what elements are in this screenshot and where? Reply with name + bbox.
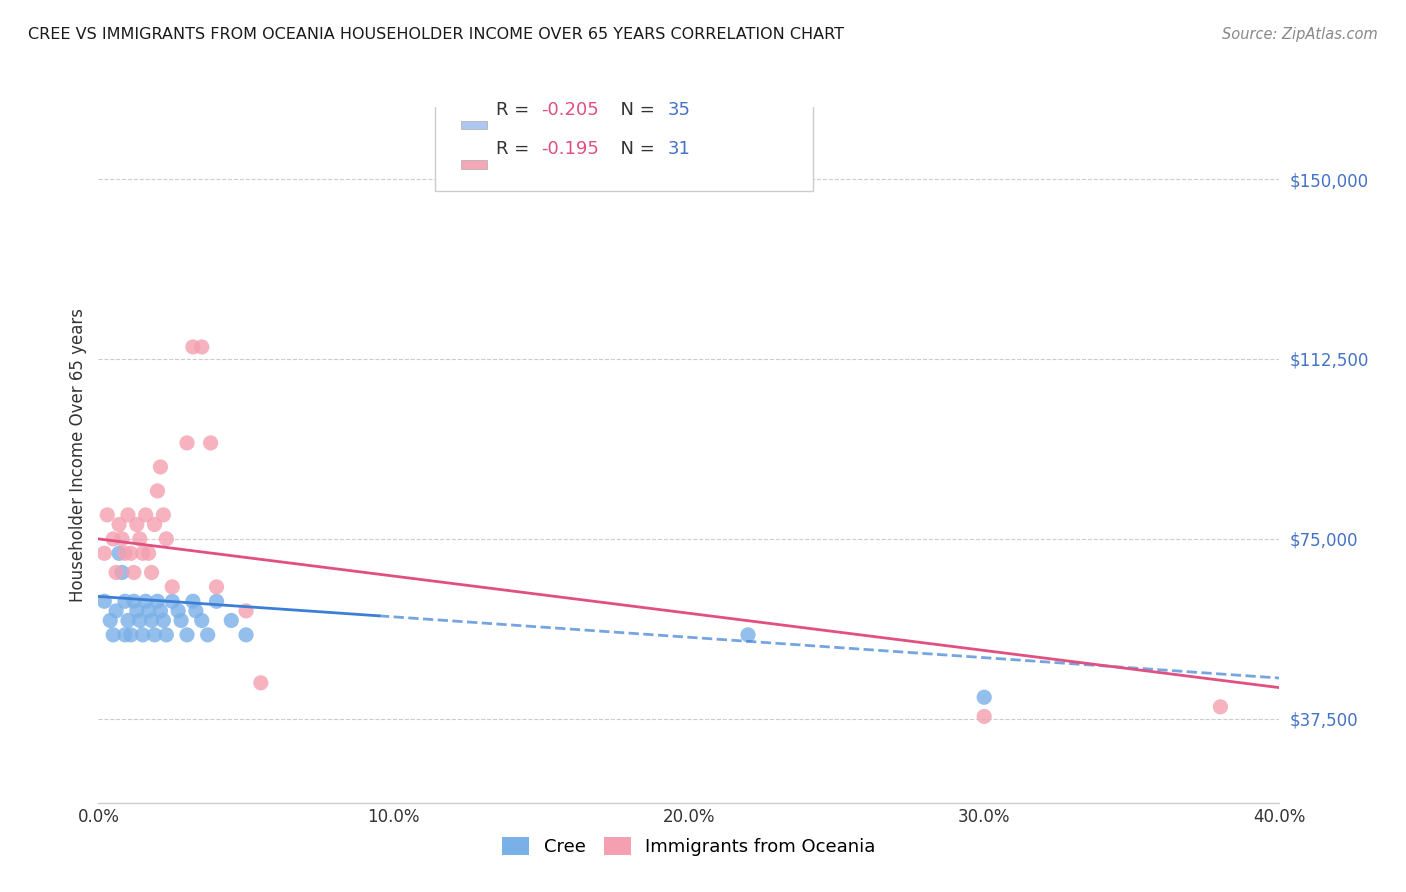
Point bbox=[146, 483, 169, 498]
Text: Source: ZipAtlas.com: Source: ZipAtlas.com bbox=[1222, 27, 1378, 42]
FancyBboxPatch shape bbox=[434, 93, 813, 191]
Point bbox=[96, 508, 118, 522]
Point bbox=[149, 604, 172, 618]
Point bbox=[155, 628, 177, 642]
Point bbox=[117, 614, 139, 628]
Point bbox=[162, 594, 183, 608]
Point bbox=[125, 604, 148, 618]
Point bbox=[117, 508, 139, 522]
Point bbox=[143, 517, 166, 532]
Point bbox=[184, 604, 207, 618]
Point bbox=[135, 594, 157, 608]
Point bbox=[105, 604, 128, 618]
Point bbox=[973, 690, 995, 705]
Text: -0.195: -0.195 bbox=[541, 140, 599, 158]
Point bbox=[205, 580, 228, 594]
Point bbox=[138, 546, 160, 560]
Legend: Cree, Immigrants from Oceania: Cree, Immigrants from Oceania bbox=[495, 830, 883, 863]
FancyBboxPatch shape bbox=[461, 121, 486, 129]
Point bbox=[146, 594, 169, 608]
Point bbox=[93, 546, 115, 560]
Point bbox=[152, 614, 174, 628]
Point bbox=[108, 546, 131, 560]
Point bbox=[167, 604, 190, 618]
Point bbox=[219, 614, 242, 628]
Point bbox=[114, 546, 136, 560]
Text: R =: R = bbox=[496, 101, 536, 119]
Point bbox=[105, 566, 128, 580]
Point bbox=[114, 628, 136, 642]
Text: R =: R = bbox=[496, 140, 536, 158]
Point bbox=[176, 628, 198, 642]
Text: -0.205: -0.205 bbox=[541, 101, 599, 119]
Point bbox=[128, 614, 150, 628]
Point bbox=[120, 628, 142, 642]
Point bbox=[132, 628, 155, 642]
Point bbox=[128, 532, 150, 546]
Point bbox=[93, 594, 115, 608]
Y-axis label: Householder Income Over 65 years: Householder Income Over 65 years bbox=[69, 308, 87, 602]
Point bbox=[1209, 699, 1232, 714]
Point bbox=[737, 628, 759, 642]
Text: N =: N = bbox=[609, 101, 661, 119]
Point bbox=[250, 676, 273, 690]
Point bbox=[176, 436, 198, 450]
Point bbox=[235, 604, 257, 618]
Point bbox=[108, 517, 131, 532]
Point bbox=[111, 566, 134, 580]
Point bbox=[120, 546, 142, 560]
Point bbox=[155, 532, 177, 546]
Point bbox=[973, 709, 995, 723]
Point bbox=[122, 566, 145, 580]
Point bbox=[200, 436, 222, 450]
Point bbox=[114, 594, 136, 608]
Point bbox=[170, 614, 193, 628]
Point bbox=[191, 340, 214, 354]
Text: 35: 35 bbox=[668, 101, 690, 119]
Point bbox=[181, 594, 204, 608]
Point bbox=[138, 604, 160, 618]
Point bbox=[103, 628, 125, 642]
Point bbox=[149, 459, 172, 474]
Point bbox=[141, 566, 163, 580]
Point bbox=[125, 517, 148, 532]
Text: N =: N = bbox=[609, 140, 661, 158]
Point bbox=[162, 580, 183, 594]
Text: CREE VS IMMIGRANTS FROM OCEANIA HOUSEHOLDER INCOME OVER 65 YEARS CORRELATION CHA: CREE VS IMMIGRANTS FROM OCEANIA HOUSEHOL… bbox=[28, 27, 844, 42]
Point bbox=[152, 508, 174, 522]
FancyBboxPatch shape bbox=[461, 161, 486, 169]
Point bbox=[197, 628, 219, 642]
Point bbox=[191, 614, 214, 628]
Point bbox=[135, 508, 157, 522]
Point bbox=[141, 614, 163, 628]
Point bbox=[181, 340, 204, 354]
Point bbox=[132, 546, 155, 560]
Point bbox=[235, 628, 257, 642]
Point bbox=[103, 532, 125, 546]
Point bbox=[122, 594, 145, 608]
Point bbox=[205, 594, 228, 608]
Point bbox=[98, 614, 121, 628]
Point bbox=[143, 628, 166, 642]
Text: 31: 31 bbox=[668, 140, 690, 158]
Point bbox=[111, 532, 134, 546]
